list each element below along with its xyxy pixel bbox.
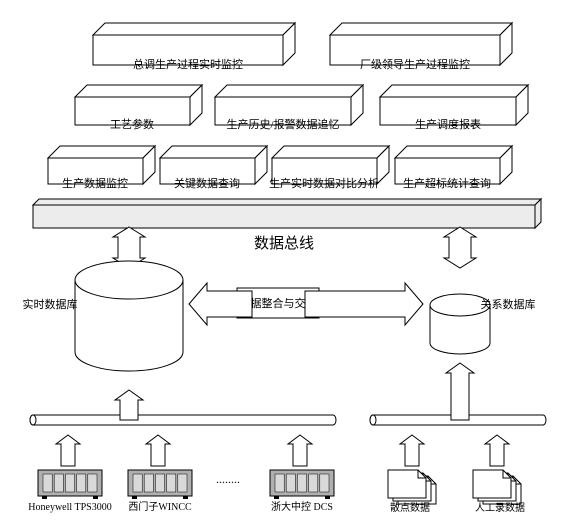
up-arrow — [485, 435, 509, 466]
doc-label: 人工录数据 — [475, 501, 525, 514]
up-arrow — [56, 435, 80, 466]
doc-label: 散点数据 — [390, 501, 430, 514]
up-arrow — [288, 435, 312, 466]
up-arrow — [446, 363, 474, 420]
server-label: 浙大中控 DCS — [271, 500, 333, 513]
server — [38, 470, 102, 499]
box-compare-label: 生产实时数据对比分析 — [269, 176, 379, 190]
rdb-label: 关系数据库 — [481, 297, 536, 311]
up-arrow — [400, 435, 424, 466]
rtdb-label: 实时数据库 — [23, 297, 78, 311]
box-key-query-label: 关键数据查询 — [174, 176, 240, 190]
bus-db-arrow — [444, 227, 476, 268]
box-tech-param-label: 工艺参数 — [110, 117, 154, 131]
server-label: Honeywell TPS3000 — [28, 502, 111, 513]
up-arrow — [146, 435, 170, 466]
rtdb — [75, 261, 183, 371]
pipe — [30, 415, 336, 425]
box-dispatch-report-label: 生产调度报表 — [415, 117, 481, 131]
integrate-arrow — [305, 283, 423, 325]
server — [270, 470, 334, 499]
data-bus — [33, 199, 541, 228]
doc-stack — [388, 470, 436, 504]
box-overstat-label: 生产超标统计查询 — [403, 176, 491, 190]
server — [128, 470, 192, 499]
box-total-monitor-label: 总调生产过程实时监控 — [133, 57, 243, 71]
box-history-alarm-label: 生产历史/报警数据追忆 — [226, 117, 339, 131]
box-data-monitor-label: 生产数据监控 — [62, 176, 128, 190]
data-bus-label: 数据总线 — [254, 235, 314, 252]
doc-stack — [473, 470, 521, 504]
box-leader-monitor-label: 厂级领导生产过程监控 — [360, 57, 470, 71]
server-label: 西门子WINCC — [128, 500, 192, 513]
ellipsis: ........ — [216, 472, 240, 486]
